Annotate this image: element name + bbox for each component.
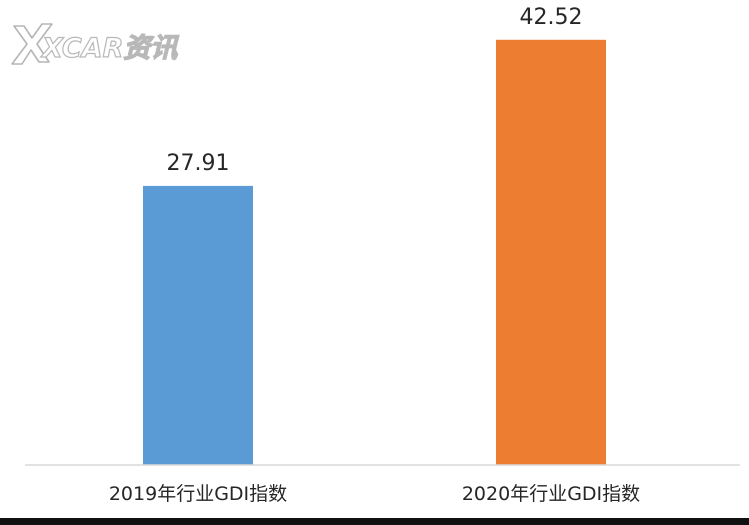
- bar-1: [143, 185, 253, 465]
- bottom-border: [0, 518, 749, 525]
- value-label-1: 27.91: [167, 151, 230, 176]
- category-label-1: 2019年行业GDI指数: [109, 483, 287, 505]
- value-labels-group: 27.91 42.52: [167, 5, 583, 176]
- bars-group: [143, 39, 606, 466]
- watermark-text: XCAR资讯: [40, 33, 179, 64]
- value-label-2: 42.52: [520, 5, 583, 30]
- watermark-x-icon: [11, 23, 53, 65]
- category-label-2: 2020年行业GDI指数: [462, 483, 640, 505]
- category-labels-group: 2019年行业GDI指数 2020年行业GDI指数: [109, 483, 640, 505]
- bar-2: [496, 39, 606, 466]
- watermark-logo: XCAR资讯: [11, 23, 180, 65]
